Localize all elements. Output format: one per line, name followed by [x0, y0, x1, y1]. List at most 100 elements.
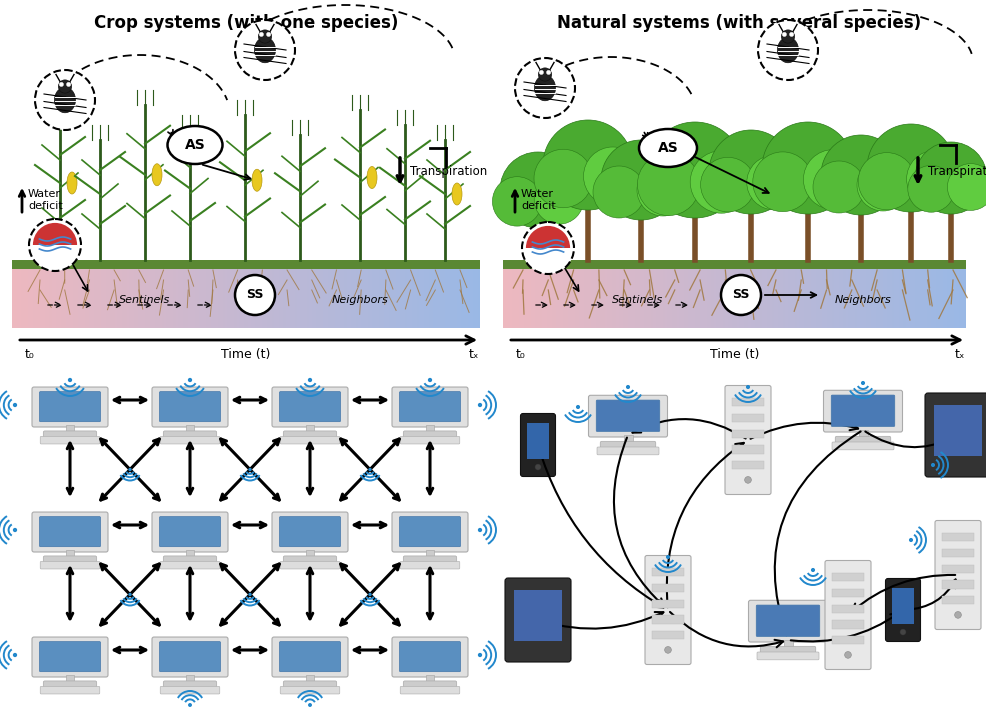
Bar: [604, 268, 607, 328]
Circle shape: [14, 403, 17, 406]
Bar: [40, 268, 42, 328]
Bar: [575, 268, 577, 328]
Bar: [850, 268, 853, 328]
Bar: [97, 268, 99, 328]
Bar: [197, 268, 199, 328]
Bar: [349, 268, 351, 328]
Bar: [652, 616, 684, 624]
Bar: [417, 268, 419, 328]
Bar: [644, 268, 647, 328]
FancyBboxPatch shape: [756, 605, 819, 636]
Bar: [445, 268, 448, 328]
FancyBboxPatch shape: [597, 400, 660, 431]
Bar: [468, 268, 470, 328]
Bar: [42, 268, 44, 328]
Bar: [145, 268, 148, 328]
Text: SS: SS: [246, 289, 263, 302]
Bar: [913, 268, 915, 328]
Bar: [269, 268, 272, 328]
Circle shape: [69, 379, 71, 382]
Bar: [169, 268, 172, 328]
Bar: [366, 268, 368, 328]
Circle shape: [744, 477, 751, 483]
Bar: [707, 268, 709, 328]
Bar: [237, 268, 239, 328]
FancyBboxPatch shape: [589, 395, 668, 437]
Bar: [783, 268, 786, 328]
Bar: [514, 590, 562, 641]
Wedge shape: [33, 223, 77, 245]
Circle shape: [188, 379, 191, 382]
Bar: [426, 425, 434, 433]
Bar: [230, 268, 232, 328]
FancyBboxPatch shape: [280, 686, 340, 694]
Bar: [335, 268, 337, 328]
Bar: [528, 268, 530, 328]
Bar: [29, 268, 31, 328]
Bar: [871, 268, 874, 328]
Bar: [554, 268, 556, 328]
Bar: [704, 268, 707, 328]
Bar: [887, 268, 889, 328]
Bar: [517, 268, 520, 328]
Bar: [832, 605, 864, 613]
Circle shape: [954, 611, 961, 618]
Bar: [679, 268, 681, 328]
Bar: [402, 268, 405, 328]
Text: Water
deficit: Water deficit: [28, 189, 63, 211]
Bar: [621, 268, 623, 328]
Bar: [771, 268, 774, 328]
Bar: [71, 268, 73, 328]
Bar: [774, 268, 776, 328]
Bar: [291, 268, 293, 328]
Bar: [398, 268, 400, 328]
Bar: [260, 268, 262, 328]
Bar: [813, 268, 815, 328]
Circle shape: [522, 222, 574, 274]
Bar: [582, 268, 584, 328]
Bar: [187, 268, 190, 328]
Bar: [876, 268, 878, 328]
Text: t₀: t₀: [516, 348, 526, 361]
Bar: [732, 414, 764, 422]
Bar: [223, 268, 225, 328]
FancyBboxPatch shape: [757, 652, 819, 660]
Circle shape: [857, 159, 909, 211]
Circle shape: [647, 122, 743, 218]
Circle shape: [249, 469, 251, 470]
Bar: [781, 268, 783, 328]
FancyBboxPatch shape: [831, 395, 894, 426]
Bar: [162, 268, 164, 328]
FancyBboxPatch shape: [160, 642, 221, 672]
FancyBboxPatch shape: [505, 578, 571, 662]
Bar: [841, 268, 843, 328]
Bar: [267, 268, 269, 328]
Bar: [530, 268, 533, 328]
Bar: [709, 268, 711, 328]
Bar: [732, 430, 764, 438]
FancyBboxPatch shape: [32, 387, 108, 427]
Bar: [141, 268, 143, 328]
Circle shape: [637, 153, 700, 215]
Bar: [264, 268, 267, 328]
Text: Neighbors: Neighbors: [331, 295, 388, 305]
Bar: [310, 268, 312, 328]
Bar: [817, 268, 820, 328]
Circle shape: [266, 32, 271, 37]
Bar: [959, 268, 961, 328]
FancyBboxPatch shape: [645, 556, 691, 665]
Bar: [551, 268, 554, 328]
FancyBboxPatch shape: [835, 436, 890, 444]
Bar: [732, 445, 764, 454]
Bar: [380, 268, 382, 328]
Bar: [255, 268, 257, 328]
Bar: [106, 268, 107, 328]
Bar: [524, 268, 527, 328]
Bar: [885, 268, 887, 328]
FancyBboxPatch shape: [823, 390, 902, 432]
Bar: [182, 268, 185, 328]
FancyBboxPatch shape: [400, 686, 459, 694]
Circle shape: [478, 403, 481, 406]
Bar: [295, 268, 298, 328]
Bar: [157, 268, 160, 328]
